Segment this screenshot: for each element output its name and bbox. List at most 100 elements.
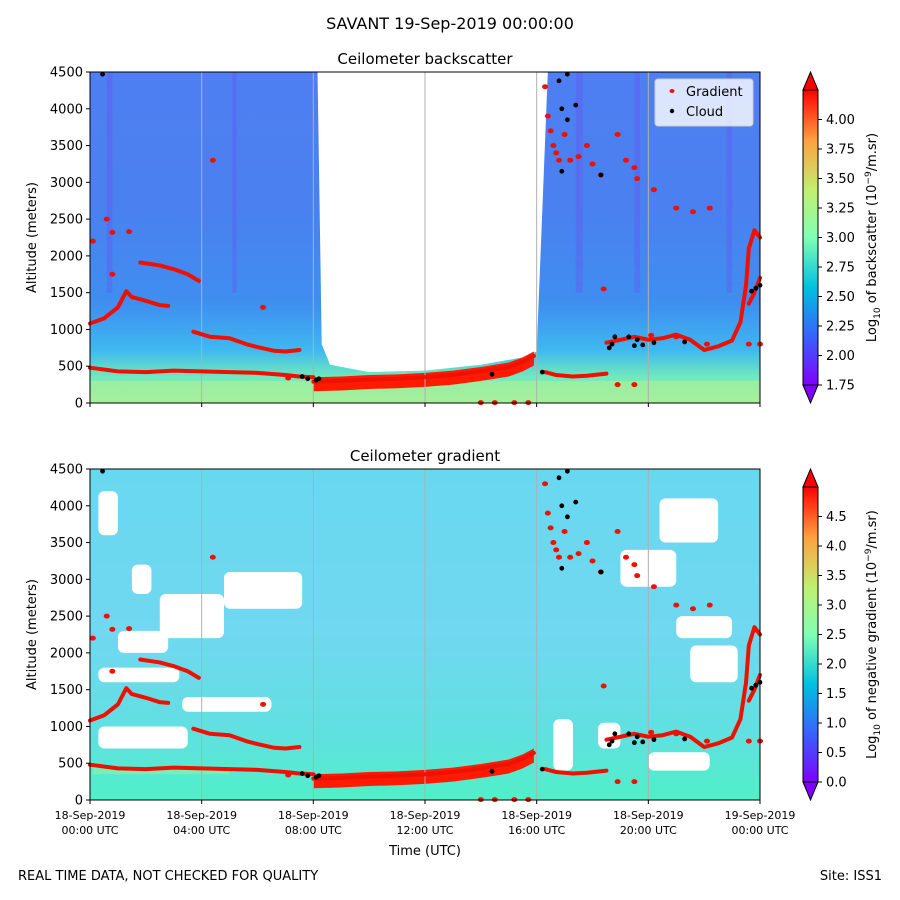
colorbar-tick-label: 2.25 <box>826 320 855 335</box>
gradient-point <box>209 554 216 560</box>
x-tick-label-time: 16:00 UTC <box>508 824 565 837</box>
colorbar-tick-label: 3.0 <box>826 599 847 614</box>
y-tick-label: 1000 <box>50 720 83 735</box>
y-tick-label: 4000 <box>50 102 83 117</box>
gradient-point <box>556 157 562 163</box>
gradient-series <box>746 672 762 703</box>
gradient-point <box>589 161 596 167</box>
axes-title: Ceilometer gradient <box>350 447 500 465</box>
gradient-point <box>589 558 596 564</box>
y-tick-label: 2000 <box>50 646 83 661</box>
gradient-series <box>88 365 316 380</box>
x-tick-label-date: 18-Sep-2019 <box>55 809 126 822</box>
x-tick-label-time: 00:00 UTC <box>61 824 118 837</box>
x-tick-label-date: 18-Sep-2019 <box>278 809 349 822</box>
colorbar-tick-label: 2.50 <box>826 290 855 305</box>
cloud-point <box>682 736 688 742</box>
gradient-point <box>745 738 752 744</box>
cloud-point <box>749 288 755 294</box>
cloud-point <box>651 340 657 346</box>
dark-streak <box>726 72 733 293</box>
cloud-point <box>305 773 311 779</box>
y-axis-label: Altitude (meters) <box>25 579 40 690</box>
colorbar-tick-label: 3.50 <box>826 172 855 187</box>
gradient-point <box>648 332 655 338</box>
gradient-point <box>673 334 680 340</box>
y-tick-label: 500 <box>58 757 83 772</box>
cloud-point <box>612 731 618 737</box>
cloud-point <box>573 102 579 108</box>
gradient-point <box>650 584 657 590</box>
gradient-point <box>575 154 582 160</box>
colorbar-tick-label: 0.0 <box>826 776 847 791</box>
data-gap <box>131 564 152 595</box>
gradient-point <box>706 205 713 211</box>
y-tick-label: 3000 <box>50 573 83 588</box>
cloud-point <box>753 682 759 688</box>
gradient-point <box>631 562 638 568</box>
cloud-point <box>316 376 322 382</box>
cloud-point <box>598 172 604 178</box>
cloud-point <box>559 565 565 571</box>
cloud-point <box>609 341 615 347</box>
gradient-point <box>260 701 267 707</box>
cloud-point <box>539 766 545 772</box>
colorbar-gradient: 0.0 0.5 1.0 1.5 2.0 2.5 3.0 3.5 4.0 4.5 Log10 of n… <box>802 467 883 802</box>
gradient-point <box>631 165 638 171</box>
gradient-point <box>614 382 621 388</box>
gradient-point <box>550 540 557 546</box>
gradient-series <box>543 370 609 379</box>
gradient-point <box>623 554 629 560</box>
colorbar-extend-min <box>802 384 819 405</box>
gradient-point <box>690 209 696 215</box>
gradient-point <box>575 551 582 557</box>
x-tick-label-date: 18-Sep-2019 <box>166 809 237 822</box>
gradient-series <box>311 750 536 781</box>
legend-marker-gradient <box>669 89 675 93</box>
x-tick-label-time: 12:00 UTC <box>396 824 453 837</box>
colorbar-tick-label: 0.5 <box>826 746 847 761</box>
gradient-point <box>567 157 574 163</box>
gradient-point <box>600 286 607 292</box>
cloud-point <box>559 503 565 509</box>
cloud-point <box>559 168 565 174</box>
legend-label-gradient: Gradient <box>686 85 743 100</box>
legend-marker-cloud <box>669 108 675 114</box>
gradient-point <box>614 529 621 535</box>
gradient-series <box>746 275 762 306</box>
data-gap <box>690 645 738 683</box>
cloud-point <box>651 737 657 743</box>
y-tick-label: 0 <box>75 794 83 809</box>
dark-streak <box>106 72 113 293</box>
site-label: Site: ISS1 <box>819 869 882 884</box>
axes-title: Ceilometer backscatter <box>337 50 513 68</box>
gradient-point <box>547 525 554 531</box>
colorbar-tick-label: 1.0 <box>826 717 847 732</box>
colorbar-backscatter: 1.75 2.00 2.25 2.50 2.75 3.00 3.25 3.50 3.75 4.00… <box>802 70 883 405</box>
gradient-point <box>706 602 713 608</box>
gradient-point <box>648 729 655 735</box>
y-tick-label: 2000 <box>50 249 83 264</box>
y-axis-label: Altitude (meters) <box>25 182 40 293</box>
cloud-point <box>640 342 646 348</box>
y-tick-label: 4500 <box>50 463 83 478</box>
gradient-point <box>547 128 554 134</box>
gradient-point <box>550 143 557 149</box>
y-tick-label: 2500 <box>50 213 83 228</box>
cloud-point <box>753 285 759 291</box>
gradient-point <box>542 84 549 90</box>
colorbar-body <box>802 89 819 386</box>
cloud-point <box>598 569 604 575</box>
gradient-series <box>311 353 536 384</box>
colorbar-extend-min <box>802 781 819 802</box>
cloud-point <box>640 739 646 745</box>
cloud-point <box>305 376 311 382</box>
colorbar-tick-label: 1.75 <box>826 379 855 394</box>
gradient-point <box>561 529 568 535</box>
gradient-series <box>191 726 302 751</box>
data-gap <box>224 571 303 609</box>
gradient-point <box>109 626 116 632</box>
gradient-series <box>138 260 201 283</box>
cloud-point <box>631 740 637 746</box>
